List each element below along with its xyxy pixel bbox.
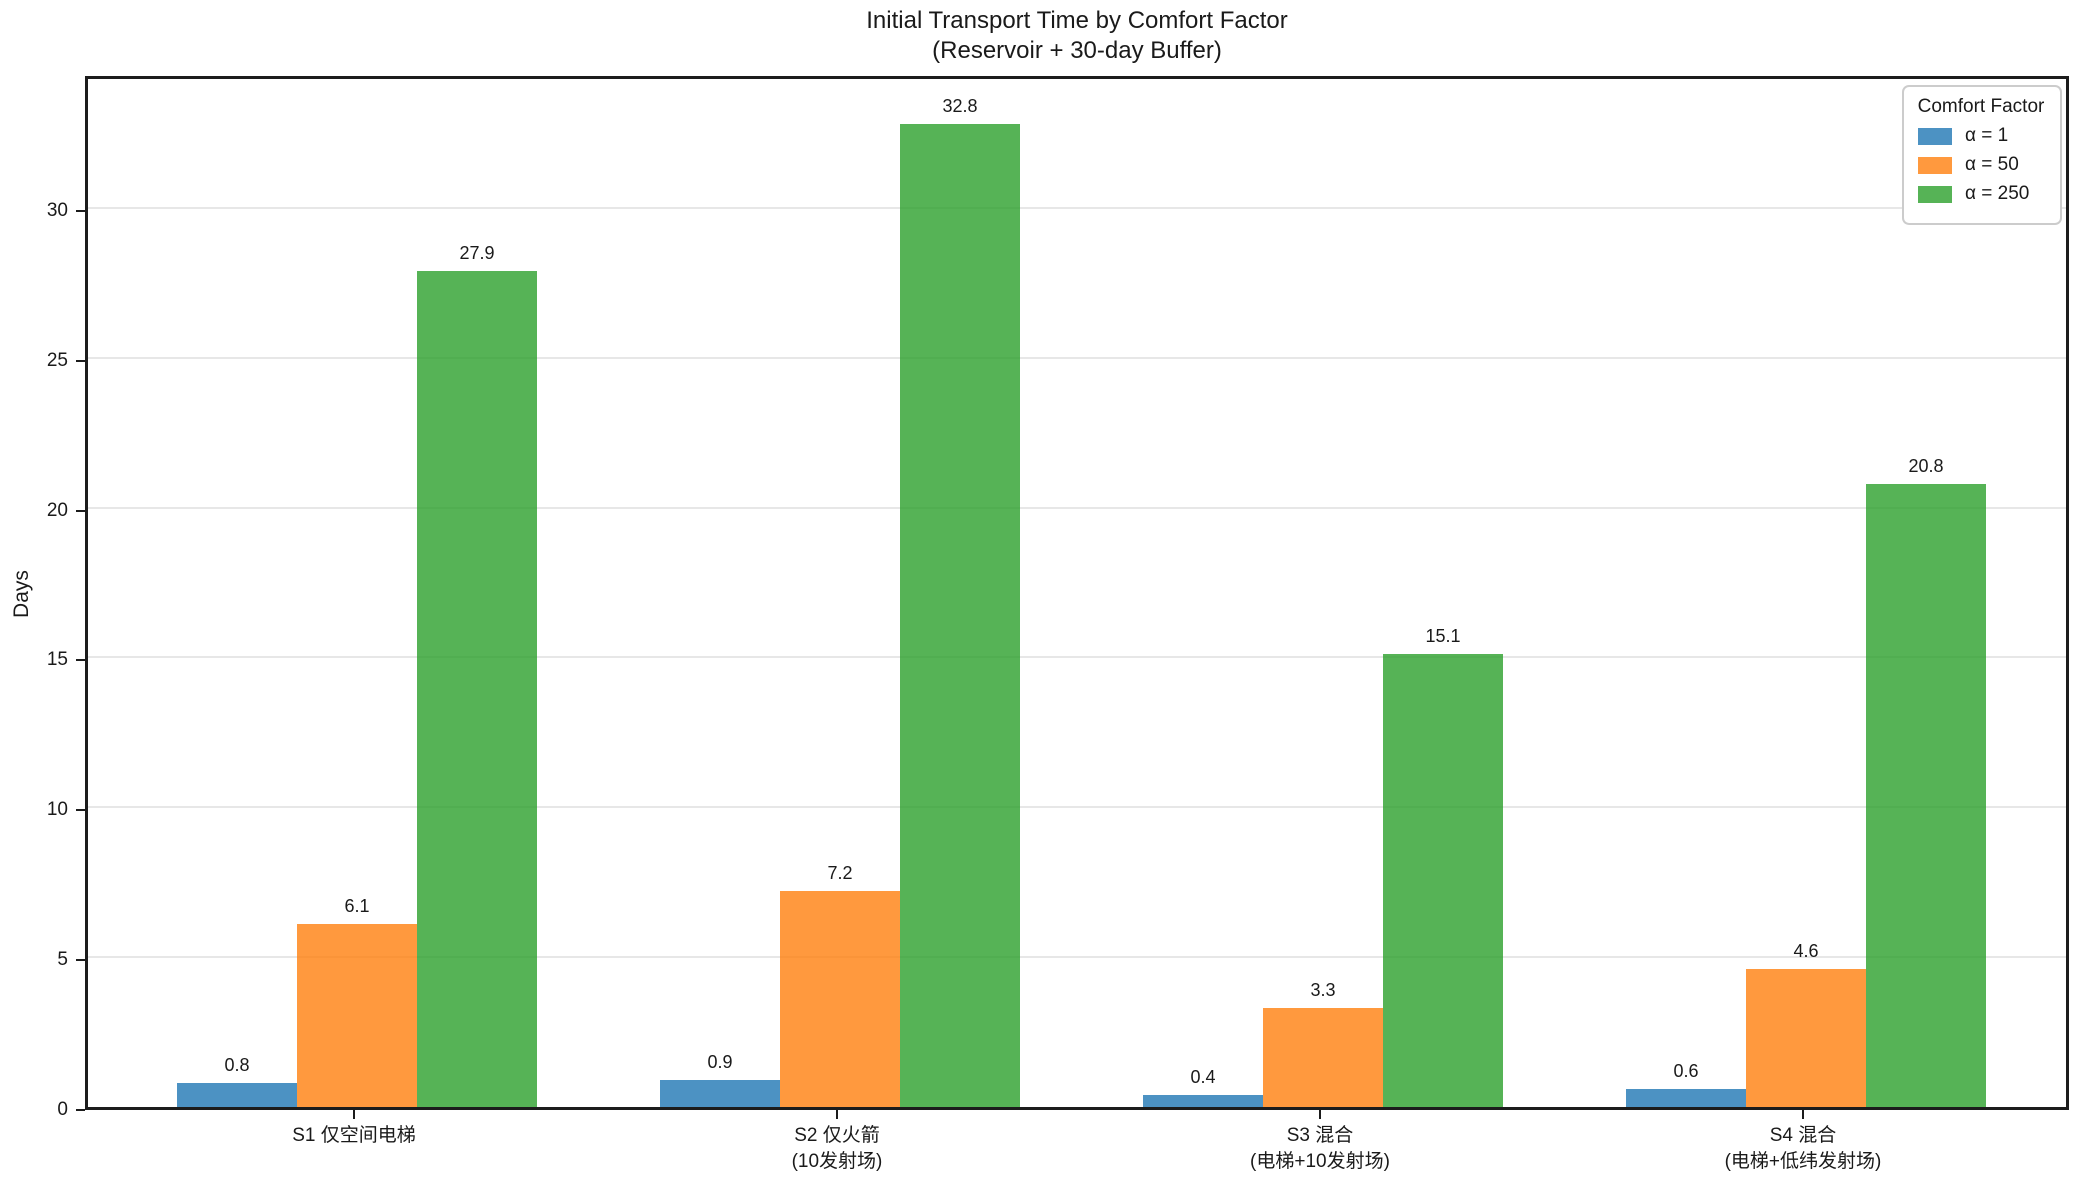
x-tick-label-line: S1 仅空间电梯 [292, 1125, 416, 1146]
y-tick-label: 15 [46, 649, 68, 671]
y-axis-label: Days [10, 570, 33, 618]
bar-value-label: 3.3 [1310, 980, 1336, 1001]
legend-swatch [1918, 156, 1952, 174]
y-tick-mark [76, 1109, 85, 1111]
bar-1-series-3 [417, 270, 537, 1107]
x-tick-mark [1319, 1110, 1321, 1119]
bar-2-series-1 [660, 1080, 780, 1107]
y-tick-mark [76, 959, 85, 962]
legend-entry-1: α = 1 [1918, 125, 2044, 147]
chart-subtitle: (Reservoir + 30-day Buffer) [932, 37, 1222, 64]
x-tick-label-line: (电梯+低纬发射场) [1724, 1151, 1882, 1172]
bar-2-series-2 [780, 891, 900, 1107]
bar-value-label: 0.4 [1190, 1067, 1216, 1088]
bar-value-label: 4.6 [1793, 941, 1819, 962]
bar-3-series-1 [1143, 1095, 1263, 1107]
x-tick-label-line: (10发射场) [791, 1151, 883, 1172]
legend-swatch [1918, 185, 1952, 203]
bar-value-label: 27.9 [459, 242, 495, 263]
chart-title-block: Initial Transport Time by Comfort Factor… [85, 6, 2069, 66]
legend: Comfort Factor α = 1 α = 50 α = 250 [1902, 85, 2062, 225]
y-tick-label: 30 [46, 199, 68, 221]
y-tick-label: 20 [46, 499, 68, 521]
gridline [88, 656, 2066, 659]
bar-value-label: 0.6 [1673, 1061, 1699, 1082]
legend-label: α = 250 [1965, 183, 2030, 204]
x-tick-label-line: S4 混合 [1769, 1125, 1837, 1146]
legend-title: Comfort Factor [1917, 96, 2045, 117]
y-tick-mark [76, 359, 85, 362]
legend-label: α = 50 [1965, 154, 2019, 175]
bar-1-series-1 [177, 1083, 297, 1107]
gridline [88, 506, 2066, 509]
chart-title: Initial Transport Time by Comfort Factor [866, 7, 1288, 34]
y-tick-mark [76, 209, 85, 212]
bar-3-series-2 [1263, 1008, 1383, 1107]
legend-entry-2: α = 50 [1918, 154, 2044, 176]
x-tick-mark [353, 1110, 355, 1119]
bar-value-label: 32.8 [942, 95, 978, 116]
legend-entry-3: α = 250 [1918, 183, 2044, 205]
x-tick-label: S4 混合 (电梯+低纬发射场) [1563, 1123, 2043, 1175]
y-tick-label: 10 [46, 799, 68, 821]
legend-swatch [1918, 127, 1952, 145]
y-tick-label: 25 [46, 349, 68, 371]
gridline [88, 206, 2066, 209]
x-tick-label: S2 仅火箭 (10发射场) [597, 1123, 1077, 1175]
bar-value-label: 15.1 [1425, 626, 1461, 647]
bar-4-series-2 [1746, 969, 1866, 1107]
y-tick-mark [76, 659, 85, 662]
bar-4-series-3 [1866, 483, 1986, 1107]
bar-value-label: 6.1 [344, 896, 370, 917]
bar-2-series-3 [900, 123, 1020, 1107]
x-tick-label: S3 混合 (电梯+10发射场) [1080, 1123, 1560, 1175]
x-tick-mark [836, 1110, 838, 1119]
y-tick-label: 5 [57, 949, 68, 971]
gridline [88, 356, 2066, 359]
legend-entries: α = 1 α = 50 α = 250 [1916, 125, 2046, 205]
bar-3-series-3 [1383, 654, 1503, 1107]
x-tick-label-line: S2 仅火箭 [794, 1125, 880, 1146]
y-tick-label: 0 [57, 1099, 68, 1120]
bar-value-label: 7.2 [827, 863, 853, 884]
x-tick-mark [1802, 1110, 1804, 1119]
y-tick-mark [76, 809, 85, 812]
x-tick-label: S1 仅空间电梯 [114, 1123, 594, 1149]
bar-value-label: 0.8 [224, 1055, 250, 1076]
bar-value-label: 0.9 [707, 1052, 733, 1073]
gridline [88, 806, 2066, 809]
x-tick-label-line: S3 混合 [1286, 1125, 1354, 1146]
plot-area: 0.8 6.1 27.9 0.9 7.2 32.8 0.4 3.3 15.1 0.6 4.6 20.8 [85, 76, 2069, 1110]
bar-value-label: 20.8 [1908, 455, 1944, 476]
bar-4-series-1 [1626, 1089, 1746, 1107]
gridline [88, 956, 2066, 959]
legend-label: α = 1 [1965, 125, 2009, 146]
bar-1-series-2 [297, 924, 417, 1107]
y-tick-mark [76, 509, 85, 512]
x-tick-label-line: (电梯+10发射场) [1250, 1151, 1390, 1172]
